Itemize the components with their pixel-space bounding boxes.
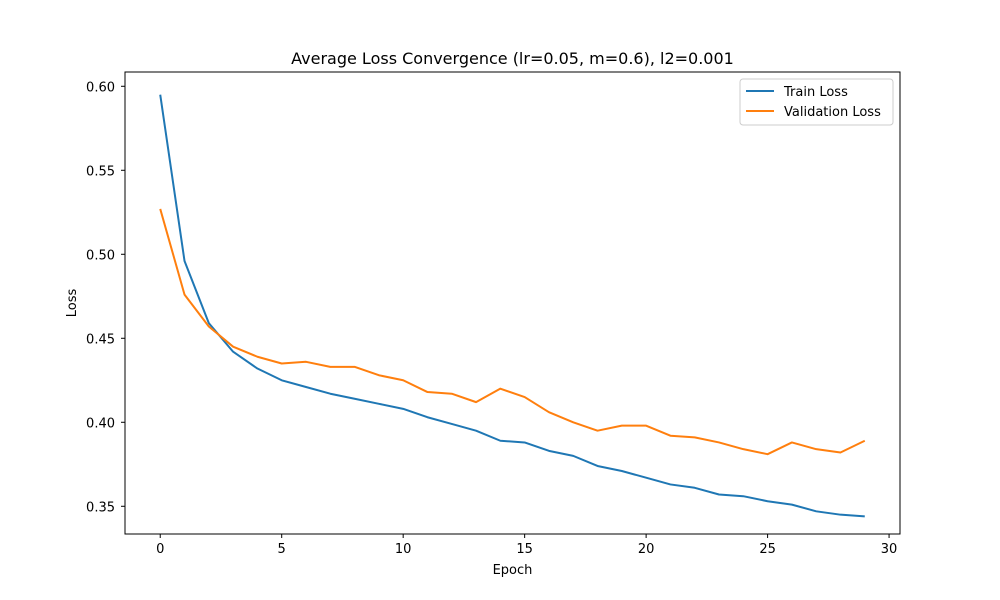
x-axis-label: Epoch	[493, 563, 533, 578]
series-layer	[159, 94, 866, 518]
y-tick-label: 0.40	[86, 416, 115, 431]
y-tick-label: 0.50	[86, 248, 115, 263]
y-tick-label: 0.35	[86, 500, 115, 515]
x-tick-label: 20	[638, 542, 655, 557]
x-tick-label: 10	[395, 542, 412, 557]
y-axis: 0.35 0.40 0.45 0.50 0.55 0.60	[86, 80, 125, 515]
y-tick-label: 0.60	[86, 80, 115, 95]
plot-frame	[124, 71, 901, 535]
y-axis-label: Loss	[65, 289, 80, 318]
x-tick-label: 30	[881, 542, 898, 557]
series-line-train-loss	[159, 94, 865, 518]
series-line-validation-loss	[159, 208, 866, 456]
x-axis: 0 5 10 15 20 25 30	[156, 534, 897, 557]
legend-label-train-loss: Train Loss	[783, 85, 848, 100]
y-tick-label: 0.55	[86, 164, 115, 179]
x-tick-label: 25	[759, 542, 776, 557]
legend-box	[739, 78, 894, 126]
legend: Train Loss Validation Loss	[739, 78, 894, 126]
x-tick-label: 5	[278, 542, 286, 557]
legend-label-validation-loss: Validation Loss	[784, 105, 881, 120]
y-tick-label: 0.45	[86, 332, 115, 347]
x-tick-label: 15	[516, 542, 533, 557]
x-tick-label: 0	[156, 542, 164, 557]
chart-title: Average Loss Convergence (lr=0.05, m=0.6…	[291, 49, 734, 68]
